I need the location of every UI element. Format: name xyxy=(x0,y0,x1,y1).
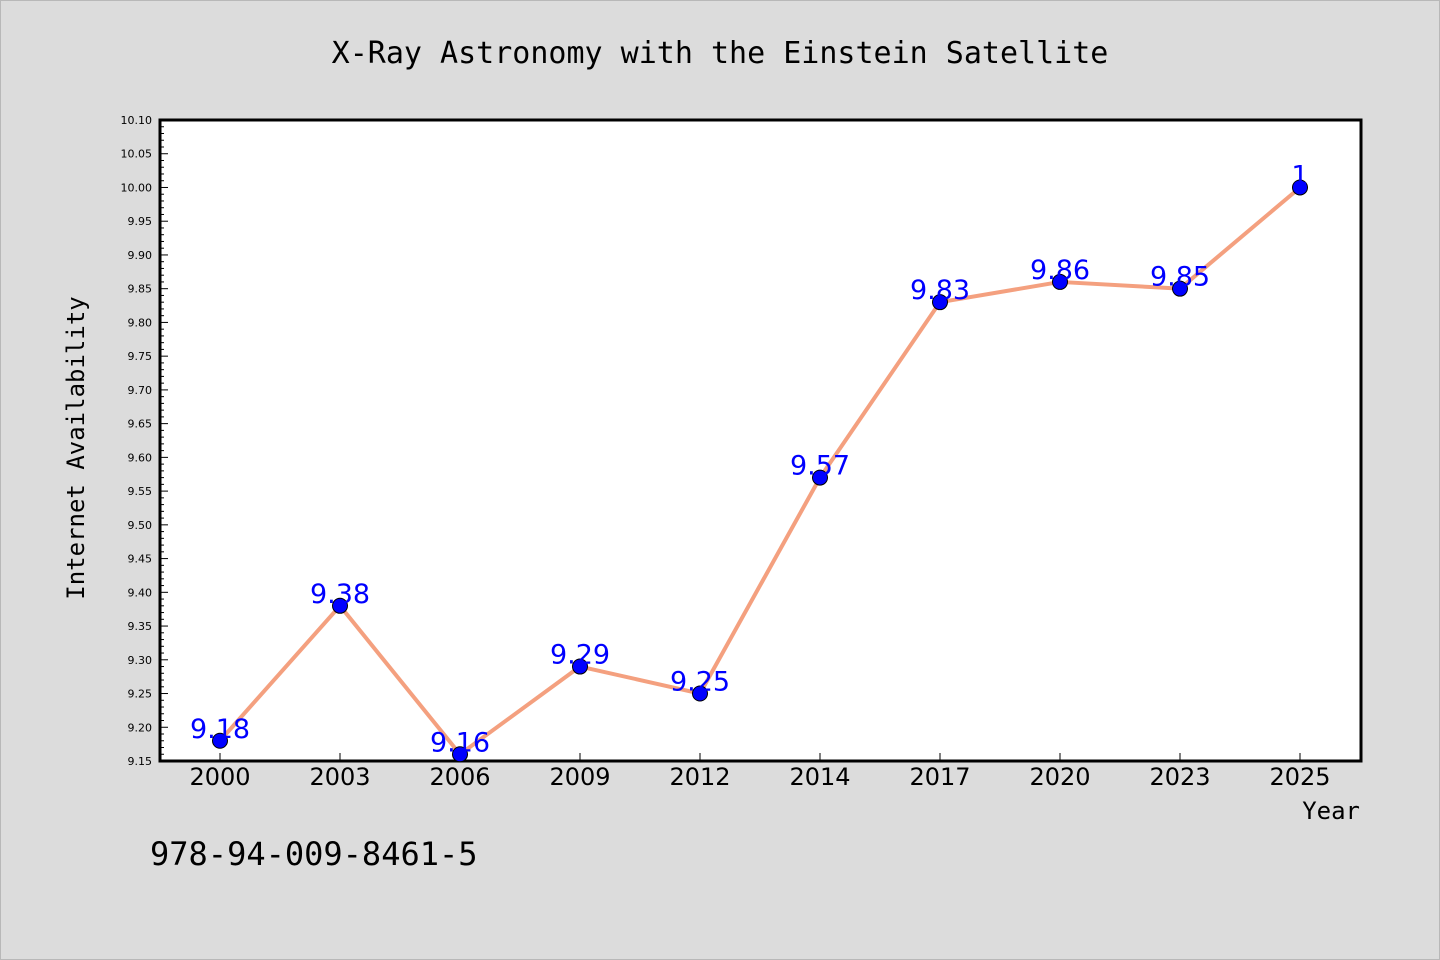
series-line xyxy=(218,185,1302,757)
data-point xyxy=(1172,280,1188,297)
y-tick-label: 9.95 xyxy=(128,215,153,228)
data-label: 9.57 xyxy=(790,451,850,482)
x-axis-label: Year xyxy=(1302,797,1360,825)
y-tick-label: 9.65 xyxy=(128,418,153,431)
data-point xyxy=(452,746,468,763)
y-tick-label: 9.30 xyxy=(128,654,153,667)
y-tick-label: 10.00 xyxy=(121,181,153,194)
y-axis: 9.15 9.20 9.25 9.30 9.35 9.40 9.45 9.50 9.55 9.60… xyxy=(121,114,168,768)
data-point xyxy=(1292,179,1308,196)
data-label: 9.25 xyxy=(670,667,730,698)
data-point xyxy=(692,685,708,702)
x-tick-label: 2009 xyxy=(549,763,610,791)
data-point xyxy=(212,732,228,749)
x-tick-label: 2025 xyxy=(1269,763,1330,791)
data-label: 1 xyxy=(1291,160,1308,191)
data-label: 9.16 xyxy=(430,727,490,758)
y-tick-label: 9.25 xyxy=(128,688,153,701)
x-tick-label: 2014 xyxy=(789,763,850,791)
y-tick-label: 9.55 xyxy=(128,485,153,498)
x-tick-label: 2006 xyxy=(429,763,490,791)
data-label: 9.83 xyxy=(910,275,970,306)
data-label: 9.85 xyxy=(1150,262,1210,293)
data-label: 9.38 xyxy=(310,579,370,610)
y-tick-label: 9.50 xyxy=(128,519,153,532)
y-axis-label: Internet Availability xyxy=(62,296,90,599)
y-tick-label: 9.60 xyxy=(128,451,153,464)
y-tick-label: 9.35 xyxy=(128,620,153,633)
y-tick-label: 9.20 xyxy=(128,721,153,734)
y-tick-label: 9.40 xyxy=(128,586,153,599)
y-tick-label: 9.85 xyxy=(128,283,153,296)
plot-area xyxy=(158,118,1363,763)
isbn-footnote: 978-94-009-8461-5 xyxy=(150,835,478,873)
y-tick-label: 9.70 xyxy=(128,384,153,397)
data-point xyxy=(932,294,948,311)
data-label: 9.18 xyxy=(190,714,250,745)
y-tick-label: 9.45 xyxy=(128,553,153,566)
y-tick-label: 9.80 xyxy=(128,316,153,329)
y-tick-label: 10.05 xyxy=(121,148,153,161)
data-point xyxy=(572,658,588,675)
data-point xyxy=(332,597,348,614)
x-tick-label: 2012 xyxy=(669,763,730,791)
y-tick-label: 9.15 xyxy=(128,755,153,768)
data-labels: 9.18 9.38 9.16 9.29 9.25 9.57 9.83 9.86 9.85 1 xyxy=(190,160,1309,758)
data-markers xyxy=(212,179,1308,763)
y-tick-label: 10.10 xyxy=(121,114,153,127)
x-tick-label: 2003 xyxy=(309,763,370,791)
y-tick-label: 9.75 xyxy=(128,350,153,363)
data-point xyxy=(1052,273,1068,290)
data-label: 9.29 xyxy=(550,640,610,671)
x-tick-label: 2020 xyxy=(1029,763,1090,791)
x-tick-label: 2000 xyxy=(189,763,250,791)
chart-title: X-Ray Astronomy with the Einstein Satell… xyxy=(332,36,1109,71)
x-tick-label: 2023 xyxy=(1149,763,1210,791)
data-label: 9.86 xyxy=(1030,255,1090,286)
y-tick-label: 9.90 xyxy=(128,249,153,262)
data-point xyxy=(812,469,828,486)
x-tick-label: 2017 xyxy=(909,763,970,791)
x-axis: 2000 2003 2006 2009 2012 2014 2017 2020 2023 2025 xyxy=(189,753,1331,791)
